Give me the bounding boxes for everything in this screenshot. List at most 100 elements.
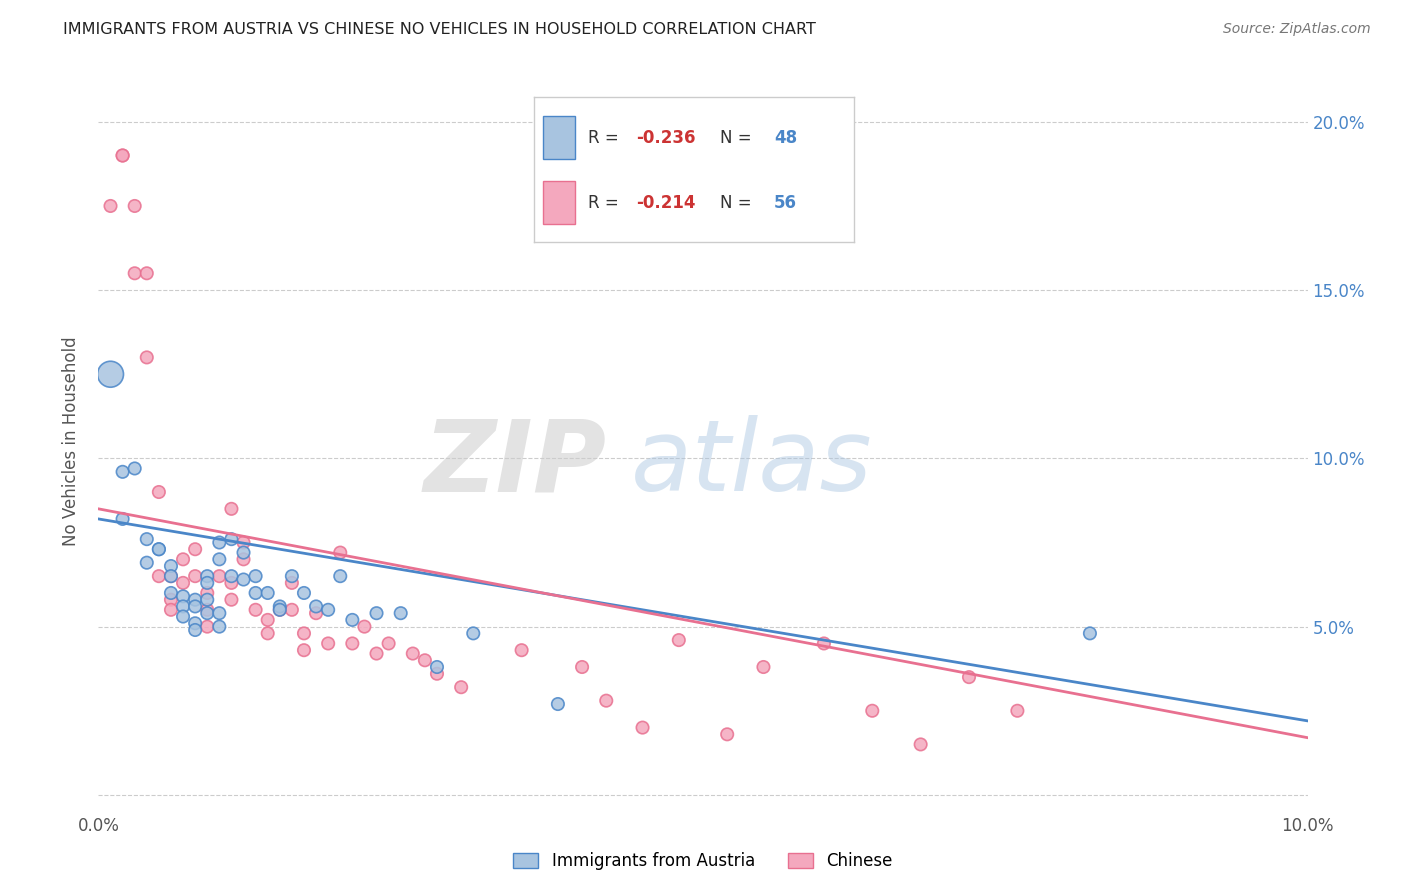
Point [208, 569, 231, 583]
Point [208, 535, 231, 549]
Point [100, 199, 122, 213]
Point [245, 586, 267, 600]
Point [160, 592, 183, 607]
Point [160, 586, 183, 600]
Point [426, 666, 449, 681]
Point [256, 586, 278, 600]
Point [366, 647, 388, 661]
Point [148, 485, 170, 500]
Point [208, 606, 231, 620]
Point [221, 532, 243, 546]
Point [316, 603, 339, 617]
Point [269, 599, 291, 614]
Point [269, 603, 291, 617]
Point [160, 569, 183, 583]
Point [281, 575, 304, 590]
Point [184, 599, 207, 614]
Point [366, 606, 388, 620]
Point [292, 626, 315, 640]
Point [232, 573, 254, 587]
Point [184, 542, 207, 557]
Point [195, 592, 218, 607]
Point [184, 592, 207, 607]
Point [148, 542, 170, 557]
Point [1078, 626, 1101, 640]
Legend: Immigrants from Austria, Chinese: Immigrants from Austria, Chinese [506, 846, 900, 877]
Point [329, 546, 352, 560]
Point [160, 603, 183, 617]
Point [813, 636, 835, 650]
Point [595, 694, 617, 708]
Point [111, 148, 134, 162]
Point [232, 535, 254, 549]
Point [245, 603, 267, 617]
Point [135, 532, 157, 546]
Point [316, 636, 339, 650]
Point [353, 619, 375, 633]
Point [172, 590, 194, 604]
Text: ZIP: ZIP [423, 416, 606, 512]
Point [860, 704, 883, 718]
Point [292, 643, 315, 657]
Point [245, 569, 267, 583]
Point [305, 606, 328, 620]
Point [135, 351, 157, 365]
Point [148, 569, 170, 583]
Point [256, 613, 278, 627]
Y-axis label: No Vehicles in Household: No Vehicles in Household [62, 336, 80, 547]
Point [402, 647, 425, 661]
Point [389, 606, 412, 620]
Point [510, 643, 533, 657]
Point [195, 569, 218, 583]
Point [148, 542, 170, 557]
Point [172, 609, 194, 624]
Point [172, 599, 194, 614]
Point [716, 727, 738, 741]
Point [208, 552, 231, 566]
Point [292, 586, 315, 600]
Point [172, 552, 194, 566]
Point [195, 603, 218, 617]
Point [957, 670, 980, 684]
Point [305, 599, 328, 614]
Point [135, 556, 157, 570]
Point [1007, 704, 1029, 718]
Point [547, 697, 569, 711]
Point [221, 501, 243, 516]
Point [111, 512, 134, 526]
Point [160, 559, 183, 574]
Point [256, 626, 278, 640]
Point [329, 569, 352, 583]
Point [668, 633, 690, 648]
Point [221, 592, 243, 607]
Point [281, 603, 304, 617]
Point [631, 721, 654, 735]
Point [342, 636, 364, 650]
Point [184, 569, 207, 583]
Point [752, 660, 775, 674]
Text: Source: ZipAtlas.com: Source: ZipAtlas.com [1223, 22, 1371, 37]
Point [269, 603, 291, 617]
Point [160, 569, 183, 583]
Text: IMMIGRANTS FROM AUSTRIA VS CHINESE NO VEHICLES IN HOUSEHOLD CORRELATION CHART: IMMIGRANTS FROM AUSTRIA VS CHINESE NO VE… [63, 22, 815, 37]
Point [195, 606, 218, 620]
Point [342, 613, 364, 627]
Point [413, 653, 436, 667]
Point [124, 199, 146, 213]
Point [172, 575, 194, 590]
Text: atlas: atlas [630, 416, 872, 512]
Point [426, 660, 449, 674]
Point [111, 465, 134, 479]
Point [232, 546, 254, 560]
Point [221, 575, 243, 590]
Point [195, 575, 218, 590]
Point [281, 569, 304, 583]
Point [111, 148, 134, 162]
Point [195, 619, 218, 633]
Point [184, 623, 207, 637]
Point [571, 660, 593, 674]
Point [135, 266, 157, 280]
Point [124, 461, 146, 475]
Point [463, 626, 485, 640]
Point [195, 586, 218, 600]
